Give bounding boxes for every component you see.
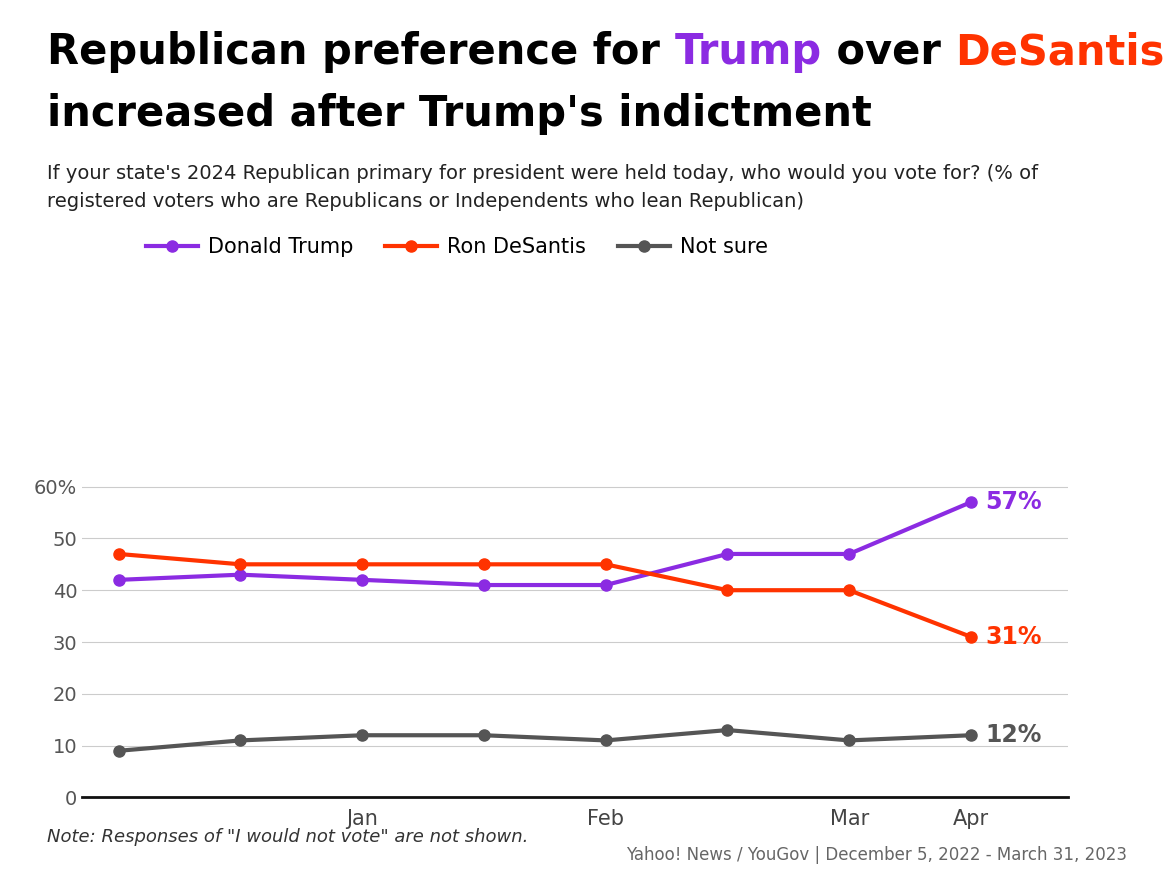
Text: 31%: 31% <box>985 625 1043 649</box>
Text: has: has <box>1165 31 1174 73</box>
Text: Note: Responses of "I would not vote" are not shown.: Note: Responses of "I would not vote" ar… <box>47 828 528 846</box>
Text: Yahoo! News / YouGov | December 5, 2022 - March 31, 2023: Yahoo! News / YouGov | December 5, 2022 … <box>626 846 1127 864</box>
Text: Republican preference for: Republican preference for <box>47 31 674 73</box>
Text: If your state's 2024 Republican primary for president were held today, who would: If your state's 2024 Republican primary … <box>47 164 1038 211</box>
Text: 12%: 12% <box>985 723 1043 747</box>
Text: over: over <box>822 31 954 73</box>
Text: 57%: 57% <box>985 490 1043 514</box>
Text: Trump: Trump <box>674 31 822 73</box>
Text: increased after Trump's indictment: increased after Trump's indictment <box>47 93 872 135</box>
Text: DeSantis: DeSantis <box>954 31 1165 73</box>
Legend: Donald Trump, Ron DeSantis, Not sure: Donald Trump, Ron DeSantis, Not sure <box>137 229 776 266</box>
